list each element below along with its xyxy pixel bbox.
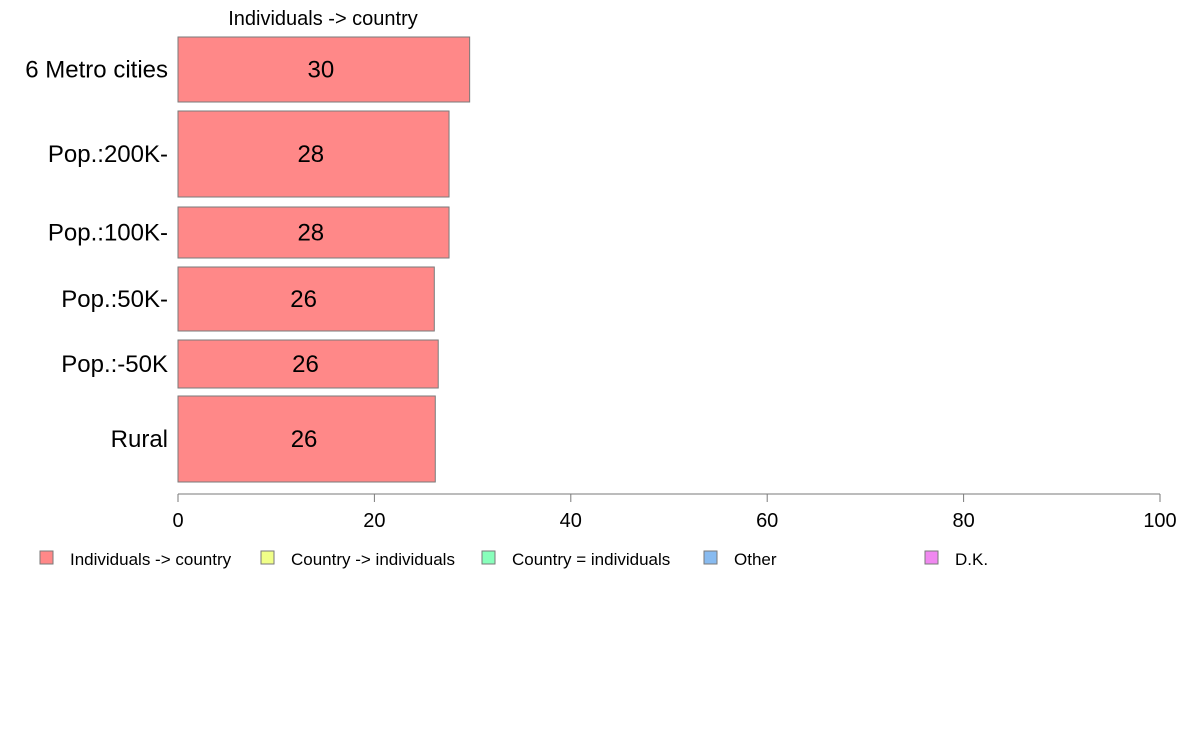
category-label-2: Pop.:100K- (48, 220, 168, 247)
legend-swatch-4 (924, 550, 939, 565)
category-label-0: 6 Metro cities (25, 57, 168, 84)
legend-swatch-1 (260, 550, 275, 565)
legend-label-1: Country -> individuals (291, 550, 455, 569)
legend: Individuals -> country Country -> individ… (39, 550, 988, 569)
bar-2 (177, 206, 450, 259)
bar-value-label-5: 26 (291, 426, 318, 453)
x-tick-label-4: 80 (952, 510, 974, 532)
bar-value-label-4: 26 (292, 351, 319, 378)
legend-swatch-0 (39, 550, 54, 565)
bar-3 (177, 266, 435, 332)
x-tick-label-2: 40 (560, 510, 582, 532)
legend-label-0: Individuals -> country (70, 550, 232, 569)
bar-group: 30 6 Metro cities 28 Pop.:200K- 28 Pop.:100K-… (25, 36, 471, 483)
bar-value-label-2: 28 (297, 220, 324, 247)
x-axis: 0 20 40 60 80 100 (172, 493, 1177, 532)
legend-swatch-2 (481, 550, 496, 565)
category-label-4: Pop.:-50K (61, 351, 168, 378)
category-label-1: Pop.:200K- (48, 141, 168, 168)
bar-4 (177, 339, 439, 389)
chart-title: Individuals -> country (228, 8, 418, 30)
bar-value-label-1: 28 (297, 141, 324, 168)
category-label-5: Rural (111, 426, 168, 453)
bar-5 (177, 395, 436, 483)
legend-label-3: Other (734, 550, 777, 569)
bar-value-label-3: 26 (290, 286, 317, 313)
legend-label-4: D.K. (955, 550, 988, 569)
category-label-3: Pop.:50K- (61, 286, 168, 313)
bar-1 (177, 110, 450, 198)
bar-0 (177, 36, 471, 103)
x-tick-label-5: 100 (1143, 510, 1176, 532)
x-tick-label-0: 0 (172, 510, 183, 532)
bar-value-label-0: 30 (308, 57, 335, 84)
legend-label-2: Country = individuals (512, 550, 670, 569)
x-tick-label-3: 60 (756, 510, 778, 532)
x-tick-label-1: 20 (363, 510, 385, 532)
legend-swatch-3 (703, 550, 718, 565)
